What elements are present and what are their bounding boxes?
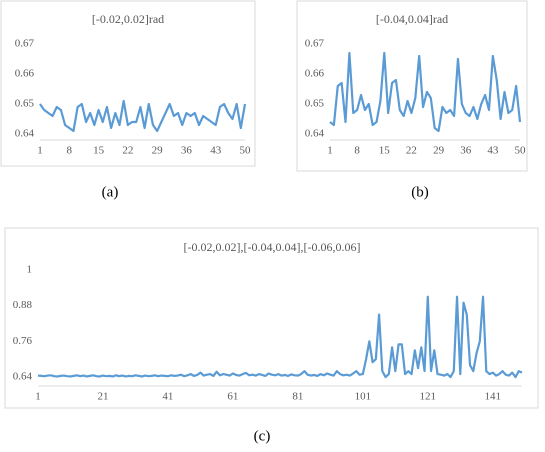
x-tick-label: 43 [210, 145, 222, 157]
chart-title: [-0.02,0.02],[-0.04,0.04],[-0.06,0.06] [184, 240, 361, 254]
panel-border [0, 0, 256, 167]
y-tick-label: 0.65 [305, 98, 325, 110]
x-tick-label: 29 [152, 145, 164, 157]
panel-border [296, 0, 528, 172]
y-tick-label: 0.64 [13, 371, 33, 383]
y-tick-label: 0.88 [13, 299, 33, 311]
chart-title: [-0.04,0.04]rad [376, 12, 448, 26]
x-tick-label: 21 [97, 391, 108, 403]
x-tick-label: 61 [227, 391, 238, 403]
x-tick-label: 29 [433, 145, 445, 157]
x-tick-label: 121 [420, 391, 437, 403]
x-tick-label: 1 [35, 391, 41, 403]
y-tick-label: 0.64 [305, 128, 325, 140]
x-tick-label: 1 [327, 145, 333, 157]
y-tick-label: 0.65 [15, 98, 35, 110]
panel-border [4, 227, 539, 409]
data-line [37, 295, 523, 379]
x-tick-label: 50 [240, 145, 252, 157]
caption: (a) [102, 184, 119, 200]
x-tick-label: 36 [181, 145, 193, 157]
x-tick-label: 22 [122, 145, 133, 157]
chart-title: [-0.02,0.02]rad [92, 12, 164, 26]
x-tick-label: 41 [162, 391, 173, 403]
data-line [329, 51, 522, 133]
data-line [39, 99, 247, 133]
x-tick-label: 8 [354, 145, 360, 157]
y-tick-label: 0.66 [305, 68, 325, 80]
x-tick-label: 1 [37, 145, 43, 157]
y-tick-label: 0.64 [15, 128, 35, 140]
y-tick-label: 0.66 [15, 68, 35, 80]
x-tick-label: 81 [292, 391, 303, 403]
x-tick-label: 15 [379, 145, 391, 157]
x-tick-label: 43 [487, 145, 499, 157]
y-tick-label: 0.67 [15, 38, 35, 50]
x-tick-label: 22 [406, 145, 417, 157]
x-tick-label: 36 [460, 145, 472, 157]
y-tick-label: 0.67 [305, 38, 325, 50]
y-tick-label: 1 [27, 264, 33, 276]
x-tick-label: 50 [515, 145, 527, 157]
caption: (c) [254, 428, 271, 444]
caption: (b) [411, 184, 429, 200]
x-tick-label: 101 [355, 391, 372, 403]
x-tick-label: 141 [485, 391, 502, 403]
x-tick-label: 15 [93, 145, 105, 157]
y-tick-label: 0.76 [13, 335, 33, 347]
x-tick-label: 8 [67, 145, 73, 157]
